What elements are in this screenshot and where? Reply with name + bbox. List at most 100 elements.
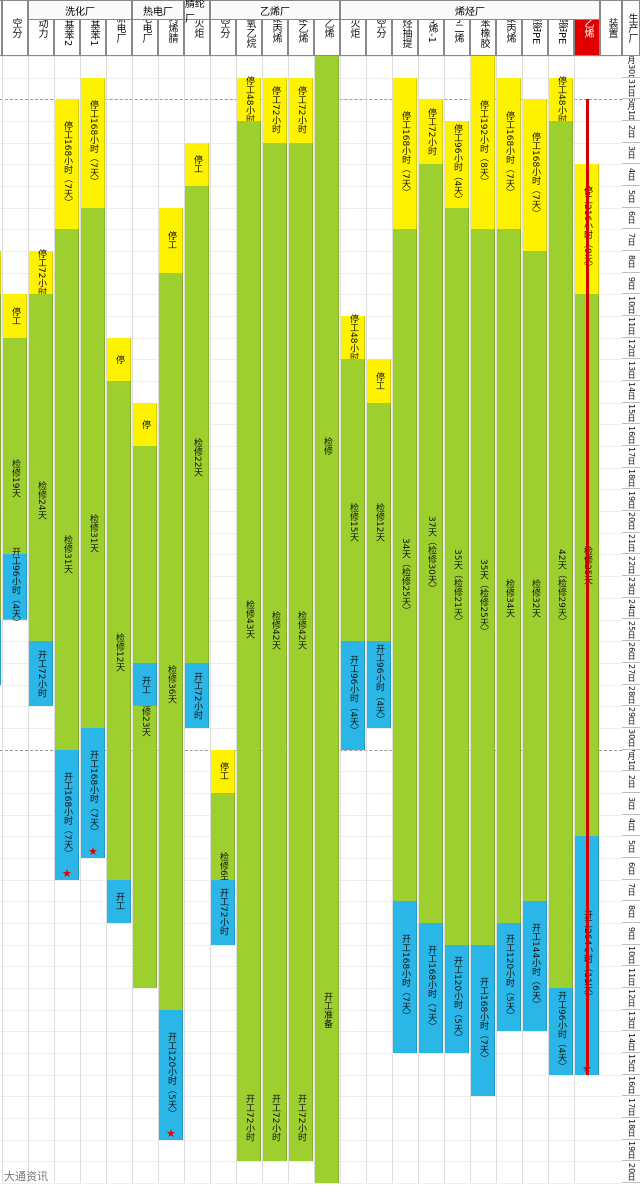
bar-label: 开工72小时 [218,888,228,936]
day-gridline [0,1183,622,1184]
device-name: 丁烯-1 [426,13,437,43]
bar-label: 停工72小时 [36,249,46,297]
date-text: 17日 [627,447,636,466]
factory-group: 乙烯厂 [210,0,340,20]
bar-yellow: 停工 [0,251,1,295]
device-name: 空分 [10,18,21,38]
date-label: 15日 [622,403,640,425]
date-text: 16日 [627,1075,636,1095]
device-name: 乙烯 [582,18,593,38]
bar-blue: 开工96小时（4天） [341,641,365,750]
bar-blue: 开工72小时 [0,619,1,685]
date-text: 4日 [627,168,636,182]
date-text: 13日 [627,1010,636,1030]
device-column [314,56,340,1183]
date-label: 30日 [622,728,640,750]
bar-yellow: 停工72小时 [289,77,313,143]
date-text: 21日 [627,534,636,553]
bar-blue: 开工96小时（4天） [549,987,573,1075]
device-name: 聚乙烯 [296,13,307,43]
bar-label: 检修12天 [374,502,384,542]
date-text: 15日 [627,1054,636,1073]
bar-label: 开工168小时（7天） [62,771,72,858]
bar-label: 开工144小时（6天） [530,923,540,1010]
bar-green: 35天（检修25天） [471,229,495,967]
bar-yellow: 停工 [159,207,183,273]
bar-yellow: 停 [107,337,131,382]
date-text: 20日 [627,1162,636,1181]
date-label: 5日 [622,186,640,208]
date-text: 22日 [627,555,636,574]
bar-label: 停 [140,419,150,429]
bar-label: 开工72小时 [192,671,202,720]
date-text: 6日 [627,211,636,225]
bar-green: 检修22天 [185,186,209,728]
bar-green: 开工72小时 [237,1074,261,1162]
bar-blue: 开工144小时（6天） [523,901,547,1032]
date-label: 14日 [622,1031,640,1053]
bar-green: 检修42天 [263,142,287,1118]
date-label: 5月30日 [622,56,640,78]
date-text: 7日 [627,883,636,897]
date-label: 19日 [622,489,640,512]
device-column [262,56,288,1183]
date-label: 21日 [622,533,640,555]
bar-green: 检修43天 [237,121,261,1118]
bar-yellow: 停工 [3,294,27,338]
date-label: 16日 [622,1075,640,1097]
bar-green: 37天（检修30天） [419,164,443,945]
bar-label: 开工96小时（4天） [556,991,566,1072]
date-label: 20日 [622,511,640,533]
date-text: 18日 [627,469,636,488]
date-label: 25日 [622,620,640,642]
device-header: 空分 [2,0,28,56]
bar-yellow: 停工48小时 [341,314,365,361]
date-text: 5日 [627,840,636,854]
device-name: 空分 [374,18,385,38]
bar-label: 检修34天 [504,578,514,618]
factory-name: 乙烯厂 [260,6,290,18]
bar-blue: 开工168小时（7天） [419,922,443,1053]
bar-green: 42天（检修29天） [549,121,573,1053]
device-column [236,56,262,1183]
date-label: 31日 [622,78,640,100]
bar-blue: 开工72小时 [211,879,235,945]
date-text: 28日 [627,685,636,704]
bar-label: 检修22天 [192,437,202,477]
date-label: 13日 [622,359,640,382]
bar-label: 35天（检修21天） [452,548,462,626]
device-name: 动力 [36,18,47,38]
bar-yellow: 停工168小时（7天） [55,99,79,230]
bar-yellow: 停工 [185,142,209,187]
date-label: 13日 [622,1010,640,1032]
date-text: 10日 [627,945,636,965]
bar-label: 检修15天 [348,502,358,542]
date-label: 28日 [622,685,640,707]
date-text: 8日 [627,254,636,268]
date-label: 3日 [622,143,640,165]
date-text: 29日 [627,707,636,726]
date-label: 4日 [622,164,640,187]
bar-label: 检修43天 [244,600,254,639]
date-text: 11日 [627,967,636,986]
bar-label: 检修31天 [88,513,98,553]
bar-green: 检修32天 [523,251,547,945]
date-label: 5日 [622,836,640,858]
date-label: 10日 [622,945,640,967]
date-text: 9日 [627,926,636,940]
device-column [132,56,158,1183]
bar-green: 开工准备 [315,836,339,1183]
critical-path-line [586,99,589,1075]
bar-yellow: 停工48小时 [237,76,261,123]
star-marker: ★ [166,1126,176,1140]
bar-label: 37天（检修30天） [426,516,436,593]
date-label: 27日 [622,663,640,685]
date-text: 12日 [627,989,636,1008]
bar-green: 检修15天 [341,359,365,685]
bar-blue: 开工120小时（5天） [445,944,469,1053]
bar-yellow: 停工168小时（7天） [497,77,521,230]
bar-label: 开工准备 [322,991,332,1028]
bar-green: 检修23天 [133,446,157,988]
date-text: 15日 [627,404,636,423]
date-text: 31日 [627,78,636,98]
